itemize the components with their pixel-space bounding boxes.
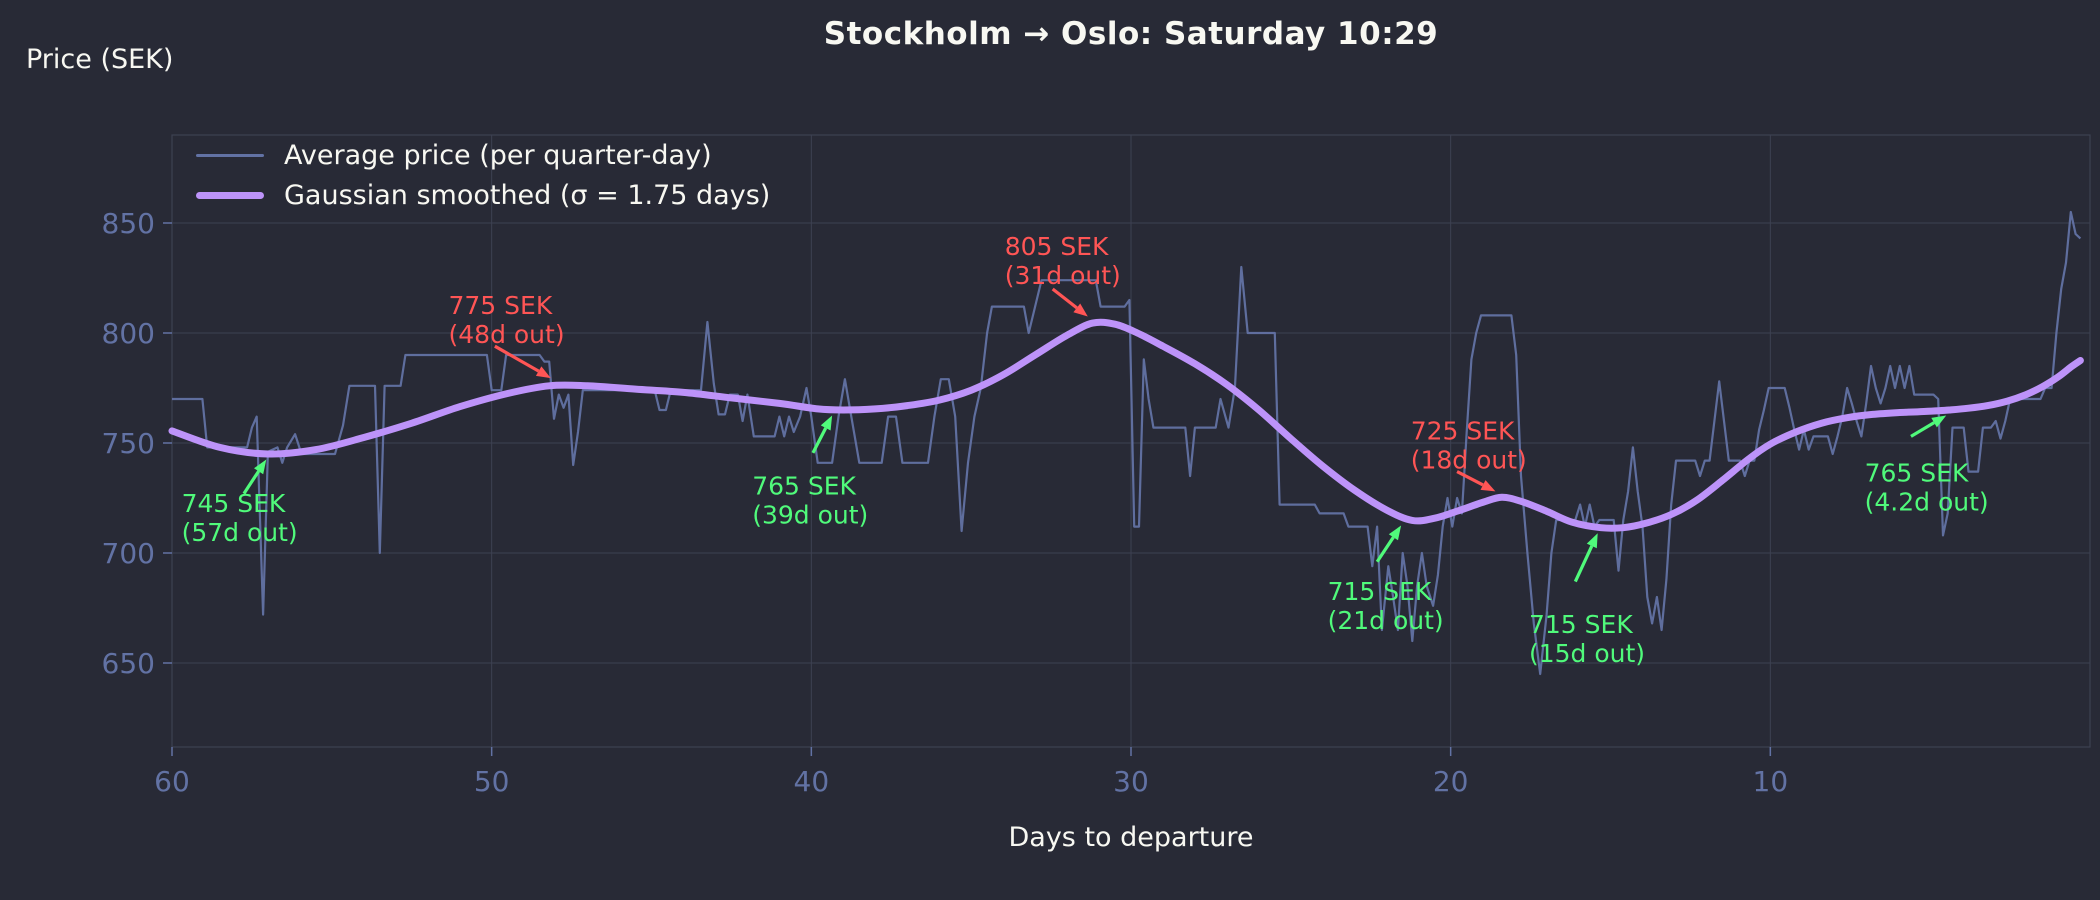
- x-tick-label-60: 60: [154, 765, 190, 798]
- annotation-715-sek-6-days-label: (15d out): [1529, 639, 1645, 668]
- annotation-765-sek-2-days-label: (39d out): [752, 501, 868, 530]
- x-tick-label-50: 50: [474, 765, 510, 798]
- annotation-715-sek-4-days-label: (21d out): [1328, 606, 1444, 635]
- y-axis-label: Price (SEK): [26, 44, 174, 75]
- y-tick-label-750: 750: [102, 427, 155, 460]
- x-tick-label-10: 10: [1753, 765, 1789, 798]
- annotation-775-sek-1-arrow-line: [494, 344, 540, 373]
- annotation-715-sek-6-arrowhead-icon: [1586, 533, 1598, 549]
- chart-title: Stockholm → Oslo: Saturday 10:29: [823, 16, 1439, 52]
- x-tick-label-40: 40: [794, 765, 830, 798]
- raw-series-line: [172, 210, 2082, 676]
- x-tick-label-30: 30: [1113, 765, 1149, 798]
- annotation-765-sek-7-arrow-line: [1910, 421, 1935, 438]
- annotation-745-sek-0-arrowhead-icon: [254, 459, 267, 475]
- annotation-805-sek-3-arrowhead-icon: [1073, 303, 1088, 317]
- annotation-715-sek-4-price-label: 715 SEK: [1328, 577, 1432, 606]
- annotation-725-sek-5-price-label: 725 SEK: [1411, 417, 1515, 446]
- annotation-775-sek-1-price-label: 775 SEK: [449, 291, 553, 320]
- x-tick-label-20: 20: [1433, 765, 1469, 798]
- annotation-805-sek-3-arrow-line: [1051, 287, 1078, 310]
- annotation-805-sek-3-price-label: 805 SEK: [1005, 232, 1109, 261]
- legend-label-raw: Average price (per quarter-day): [284, 140, 712, 171]
- annotation-765-sek-7-days-label: (4.2d out): [1865, 487, 1989, 516]
- y-tick-label-850: 850: [102, 207, 155, 240]
- annotation-775-sek-1-arrowhead-icon: [535, 366, 551, 379]
- annotation-745-sek-0-arrow-line: [242, 470, 260, 495]
- annotation-745-sek-0-price-label: 745 SEK: [182, 489, 286, 518]
- annotation-715-sek-6-price-label: 715 SEK: [1529, 610, 1633, 639]
- raw-series-line-sample: [196, 154, 264, 157]
- annotation-765-sek-7-arrowhead-icon: [1931, 415, 1947, 428]
- annotation-775-sek-1-days-label: (48d out): [449, 320, 565, 349]
- y-tick-label-800: 800: [102, 317, 155, 350]
- annotation-725-sek-5-arrow-line: [1456, 470, 1484, 487]
- annotation-715-sek-4-arrowhead-icon: [1388, 525, 1402, 541]
- annotation-715-sek-6-arrow-line: [1573, 545, 1594, 583]
- legend-entry-smoothed: Gaussian smoothed (σ = 1.75 days): [196, 180, 770, 211]
- annotation-715-sek-4-arrow-line: [1375, 536, 1395, 563]
- smoothed-series-line: [168, 318, 2084, 532]
- smoothed-series-line-sample: [196, 192, 264, 199]
- annotation-765-sek-2-arrow-line: [811, 427, 828, 454]
- annotation-745-sek-0-days-label: (57d out): [182, 518, 298, 547]
- annotation-725-sek-5-arrowhead-icon: [1480, 480, 1496, 492]
- y-tick-label-700: 700: [102, 537, 155, 570]
- x-axis-label: Days to departure: [1008, 822, 1254, 853]
- legend-entry-raw: Average price (per quarter-day): [196, 140, 770, 171]
- legend-label-smoothed: Gaussian smoothed (σ = 1.75 days): [284, 180, 771, 211]
- chart-legend: Average price (per quarter-day) Gaussian…: [196, 140, 770, 211]
- annotation-765-sek-7-price-label: 765 SEK: [1865, 458, 1969, 487]
- annotation-765-sek-2-arrowhead-icon: [820, 415, 833, 431]
- annotation-725-sek-5-days-label: (18d out): [1411, 446, 1527, 475]
- annotation-805-sek-3-days-label: (31d out): [1005, 261, 1121, 290]
- y-tick-label-650: 650: [102, 647, 155, 680]
- annotation-765-sek-2-price-label: 765 SEK: [752, 472, 856, 501]
